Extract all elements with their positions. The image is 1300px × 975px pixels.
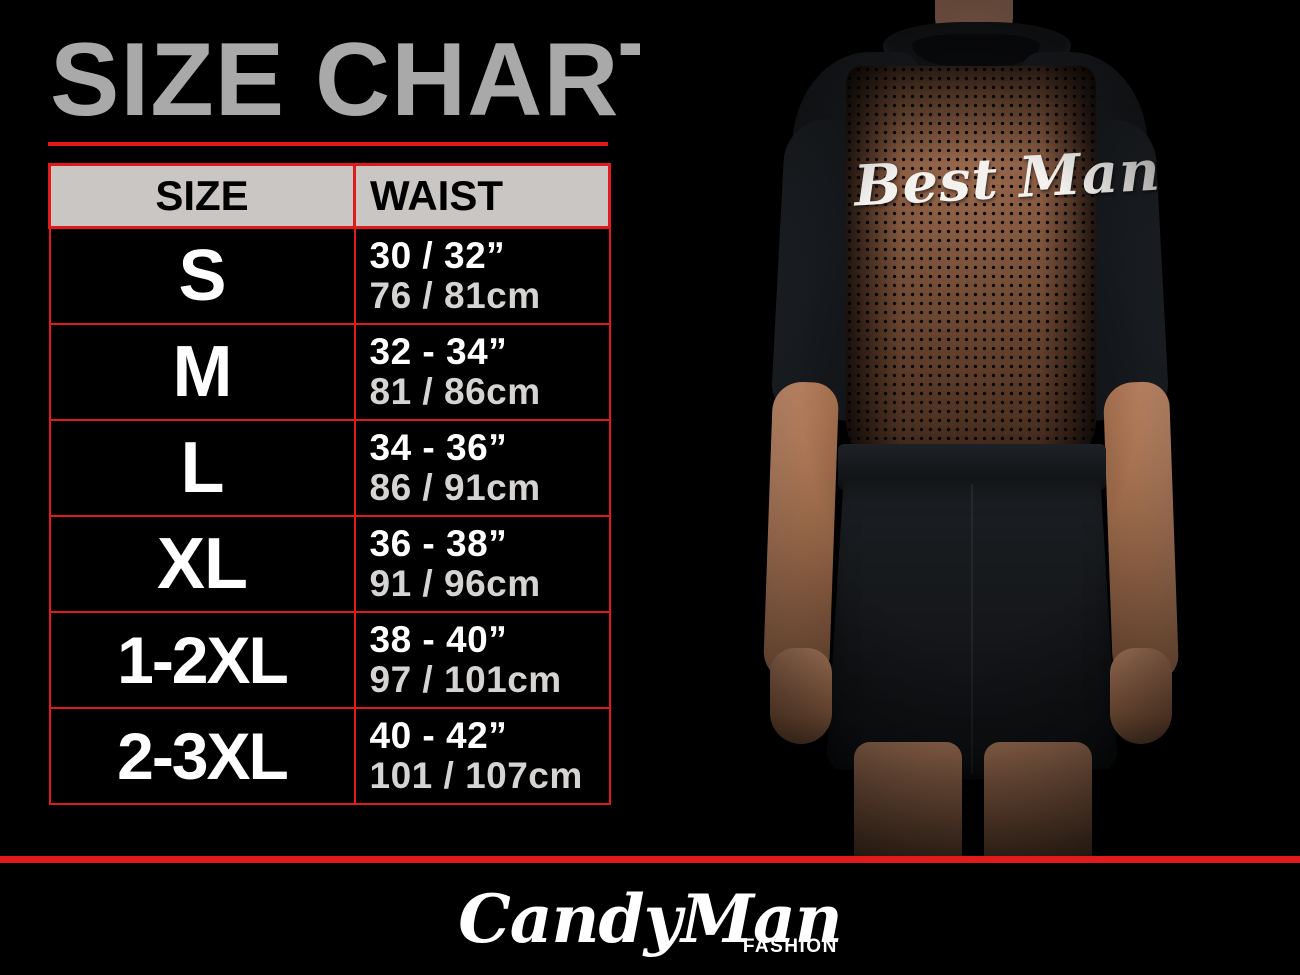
title-divider xyxy=(48,142,608,146)
table-header-row: SIZE WAIST xyxy=(48,163,611,229)
column-header-waist: WAIST xyxy=(353,163,611,229)
table-row: L 34 - 36” 86 / 91cm xyxy=(48,420,611,517)
model-leg-left xyxy=(854,742,962,858)
waist-inches: 30 / 32” xyxy=(369,235,506,276)
size-value: 1-2XL xyxy=(48,612,356,709)
model-figure: Best Man xyxy=(640,0,1300,858)
best-man-graphic: Best Man xyxy=(852,137,1163,220)
brand-name: CandyMan xyxy=(458,880,843,958)
waist-value: 34 - 36” 86 / 91cm xyxy=(353,420,611,517)
waist-value: 30 / 32” 76 / 81cm xyxy=(353,227,611,325)
waist-centimeters: 101 / 107cm xyxy=(369,755,583,796)
waist-inches: 34 - 36” xyxy=(369,427,508,468)
waist-inches: 38 - 40” xyxy=(369,619,508,660)
brand-footer: CandyMan FASHION xyxy=(0,863,1300,975)
size-value: M xyxy=(48,324,356,421)
size-chart-panel: SIZE CHART SIZE WAIST S 30 / 32” 76 / 81… xyxy=(0,0,684,858)
waist-value: 38 - 40” 97 / 101cm xyxy=(353,612,611,709)
column-header-size: SIZE xyxy=(48,163,356,229)
brand-logo-inner: CandyMan FASHION xyxy=(458,878,843,960)
table-row: 2-3XL 40 - 42” 101 / 107cm xyxy=(48,708,611,805)
model-arm-left xyxy=(762,380,840,684)
model-leg-right xyxy=(984,742,1092,858)
brand-tagline: FASHION xyxy=(742,936,838,957)
waist-centimeters: 86 / 91cm xyxy=(369,467,541,508)
waist-inches: 32 - 34” xyxy=(369,331,508,372)
model-hand-right xyxy=(1110,648,1172,744)
product-photo: Best Man xyxy=(640,0,1300,858)
waist-value: 32 - 34” 81 / 86cm xyxy=(353,324,611,421)
size-value: L xyxy=(48,420,356,517)
waist-inches: 40 - 42” xyxy=(369,715,508,756)
mesh-back-panel xyxy=(846,66,1096,458)
waist-centimeters: 81 / 86cm xyxy=(369,371,541,412)
skirt-center-seam xyxy=(971,484,973,774)
model-arm-right xyxy=(1102,380,1180,684)
waist-value: 40 - 42” 101 / 107cm xyxy=(353,708,611,805)
table-row: 1-2XL 38 - 40” 97 / 101cm xyxy=(48,612,611,709)
model-hand-left xyxy=(770,648,832,744)
waist-centimeters: 97 / 101cm xyxy=(369,659,562,700)
waist-inches: 36 - 38” xyxy=(369,523,508,564)
waist-value: 36 - 38” 91 / 96cm xyxy=(353,516,611,613)
shirt-collar-inner xyxy=(912,34,1040,66)
waist-centimeters: 76 / 81cm xyxy=(369,275,541,316)
size-value: XL xyxy=(48,516,356,613)
table-row: M 32 - 34” 81 / 86cm xyxy=(48,324,611,421)
waist-centimeters: 91 / 96cm xyxy=(369,563,541,604)
bottom-divider xyxy=(0,856,1300,863)
table-row: S 30 / 32” 76 / 81cm xyxy=(48,227,611,325)
size-value: 2-3XL xyxy=(48,708,356,805)
size-table: SIZE WAIST S 30 / 32” 76 / 81cm M 32 - 3… xyxy=(48,163,611,805)
page-title: SIZE CHART xyxy=(50,22,684,138)
brand-logo: CandyMan FASHION xyxy=(0,863,1300,975)
size-value: S xyxy=(48,227,356,325)
table-row: XL 36 - 38” 91 / 96cm xyxy=(48,516,611,613)
